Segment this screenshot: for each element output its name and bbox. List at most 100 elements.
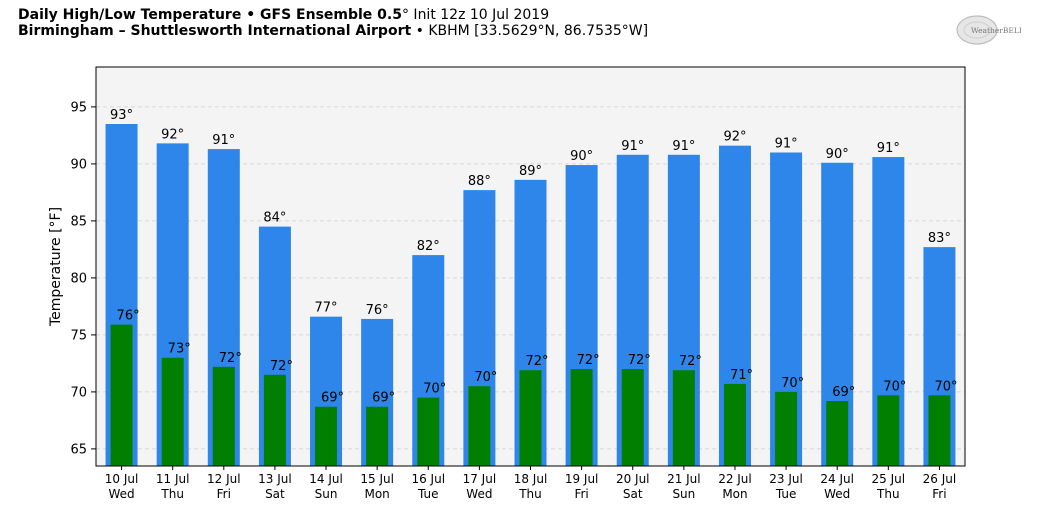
high-temp-label: 91°	[212, 133, 235, 148]
high-temp-label: 88°	[468, 174, 491, 189]
x-tick-label-date: 11 Jul	[156, 472, 190, 486]
low-temp-bar	[723, 383, 746, 466]
low-temp-label: 70°	[474, 370, 497, 385]
low-temp-bar	[570, 369, 593, 466]
y-tick-label: 95	[70, 100, 87, 115]
high-temp-label: 82°	[417, 239, 440, 254]
high-temp-label: 83°	[928, 231, 951, 246]
low-temp-bar	[877, 395, 900, 466]
high-temp-label: 91°	[621, 139, 644, 154]
low-temp-bar	[417, 397, 440, 466]
x-tick-label-date: 15 Jul	[360, 472, 394, 486]
low-temp-bar	[110, 324, 133, 466]
title-init: Init 12z 10 Jul 2019	[408, 7, 550, 23]
x-tick-label-date: 24 Jul	[820, 472, 854, 486]
high-temp-label: 92°	[723, 130, 746, 145]
low-temp-label: 70°	[883, 379, 906, 394]
y-tick-label: 90	[70, 157, 87, 172]
x-tick-label-day: Wed	[108, 487, 134, 501]
low-temp-bar	[212, 366, 235, 466]
x-tick-label-day: Sun	[315, 487, 338, 501]
low-temp-label: 72°	[577, 353, 600, 368]
chart-header: Daily High/Low Temperature • GFS Ensembl…	[18, 7, 648, 39]
low-temp-label: 73°	[168, 342, 191, 357]
x-tick-label-day: Fri	[217, 487, 231, 501]
low-temp-label: 72°	[628, 353, 651, 368]
high-temp-label: 76°	[366, 303, 389, 318]
low-temp-bar	[468, 386, 491, 466]
subtitle-coords: • KBHM [33.5629°N, 86.7535°W]	[411, 23, 649, 39]
low-temp-label: 71°	[730, 368, 753, 383]
y-tick-label: 70	[70, 385, 87, 400]
high-temp-label: 91°	[775, 137, 798, 152]
low-temp-label: 69°	[321, 391, 344, 406]
x-tick-label-date: 22 Jul	[718, 472, 752, 486]
x-tick-label-date: 25 Jul	[872, 472, 906, 486]
low-temp-bar	[315, 406, 338, 466]
low-temp-bar	[366, 406, 389, 466]
plot-area: 65 70 75 80 85 90 95 93° 92° 91° 84° 77° 76° 82° 88° 89…	[48, 66, 966, 501]
high-temp-label: 84°	[263, 211, 286, 226]
weatherbell-logo: WeatherBELL	[956, 15, 1021, 45]
low-temp-bar	[519, 370, 542, 466]
x-tick-label-day: Thu	[876, 487, 900, 501]
x-tick-label-date: 10 Jul	[105, 472, 139, 486]
x-tick-label-day: Wed	[466, 487, 492, 501]
x-tick-label-date: 26 Jul	[923, 472, 957, 486]
low-temp-label: 69°	[832, 385, 855, 400]
y-tick-label: 80	[70, 271, 87, 286]
high-temp-label: 92°	[161, 127, 184, 142]
subtitle-station: Birmingham – Shuttlesworth International…	[18, 23, 412, 39]
low-temp-label: 70°	[423, 382, 446, 397]
x-tick-label-day: Thu	[160, 487, 184, 501]
low-temp-bar	[263, 374, 286, 466]
low-temp-bar	[161, 357, 184, 466]
x-tick-label-day: Sat	[265, 487, 285, 501]
low-temp-label: 72°	[270, 359, 293, 374]
low-temp-bar	[928, 395, 951, 466]
high-temp-label: 91°	[877, 141, 900, 156]
x-tick-label-day: Wed	[824, 487, 850, 501]
low-temp-label: 72°	[219, 351, 242, 366]
x-tick-label-day: Mon	[722, 487, 747, 501]
x-tick-label-date: 13 Jul	[258, 472, 292, 486]
x-tick-label-day: Sun	[672, 487, 695, 501]
low-temp-label: 70°	[781, 376, 804, 391]
x-tick-label-day: Mon	[364, 487, 389, 501]
x-tick-label-day: Thu	[518, 487, 542, 501]
title-bold: Daily High/Low Temperature • GFS Ensembl…	[18, 7, 402, 23]
low-temp-label: 72°	[679, 354, 702, 369]
high-temp-label: 77°	[315, 301, 338, 316]
x-tick-label-date: 12 Jul	[207, 472, 241, 486]
logo-text: WeatherBELL	[971, 26, 1021, 35]
x-tick-label-day: Fri	[932, 487, 946, 501]
high-temp-label: 89°	[519, 164, 542, 179]
x-tick-label-date: 14 Jul	[309, 472, 343, 486]
x-tick-label-date: 16 Jul	[411, 472, 445, 486]
low-temp-label: 72°	[526, 354, 549, 369]
high-temp-label: 91°	[672, 139, 695, 154]
x-tick-label-day: Tue	[775, 487, 797, 501]
low-temp-label: 69°	[372, 391, 395, 406]
title-degree: °	[401, 7, 409, 23]
x-tick-label-date: 19 Jul	[565, 472, 599, 486]
y-tick-label: 65	[70, 442, 87, 457]
x-tick-label-day: Fri	[574, 487, 588, 501]
x-tick-label-date: 18 Jul	[514, 472, 548, 486]
y-axis-title: Temperature [°F]	[48, 207, 64, 327]
high-temp-label: 90°	[826, 147, 849, 162]
x-tick-label-date: 23 Jul	[769, 472, 803, 486]
x-tick-label-date: 17 Jul	[463, 472, 497, 486]
high-temp-label: 90°	[570, 149, 593, 164]
chart-subtitle: Birmingham – Shuttlesworth International…	[18, 23, 648, 39]
y-tick-label: 85	[70, 214, 87, 229]
low-temp-label: 76°	[117, 309, 140, 324]
x-tick-label-date: 21 Jul	[667, 472, 701, 486]
low-temp-bar	[672, 370, 695, 466]
low-temp-bar	[775, 391, 798, 466]
high-temp-label: 93°	[110, 108, 133, 123]
chart-title: Daily High/Low Temperature • GFS Ensembl…	[18, 7, 648, 23]
low-temp-bar	[826, 401, 849, 466]
x-tick-label-day: Sat	[623, 487, 643, 501]
